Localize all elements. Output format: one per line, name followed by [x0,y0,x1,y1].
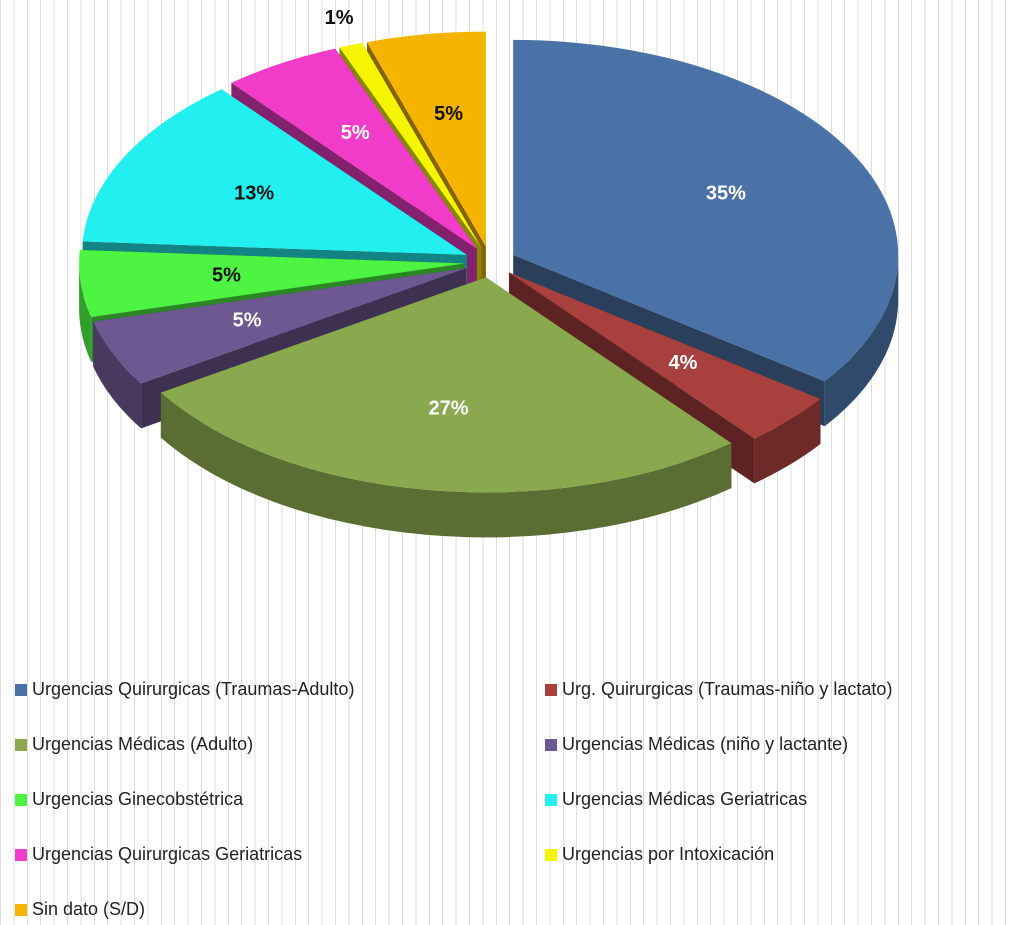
slice-side [160,392,732,538]
legend-label: Urgencias Quirurgicas (Traumas-Adulto) [32,679,354,699]
slice [508,272,821,439]
legend-label: Urgencias Quirurgicas Geriatricas [32,844,302,864]
legend-swatch [545,849,557,861]
data-label: 5% [233,309,262,331]
slice-side [754,399,821,484]
legend-label: Urgencias Médicas (niño y lactante) [562,734,848,754]
legend-label: Urgencias por Intoxicación [562,844,774,864]
slice [79,249,465,317]
slice [513,39,899,382]
legend-swatch [545,684,557,696]
data-label: 35% [706,183,746,205]
legend-swatch [545,794,557,806]
legend-swatch [15,684,27,696]
legend-swatch [15,904,27,916]
legend-label: Sin dato (S/D) [32,899,145,919]
data-label: 5% [212,264,241,286]
slice [366,31,486,247]
data-label: 5% [341,122,370,144]
slice-side [79,263,92,362]
legend-swatch [15,849,27,861]
slice [231,48,477,249]
legend-swatch [15,794,27,806]
slice [160,277,732,493]
data-label: 1% [325,7,354,29]
legend-swatch [15,739,27,751]
legend-label: Urg. Quirurgicas (Traumas-niño y lactato… [562,679,892,699]
data-label: 4% [669,352,698,374]
slice-side [824,254,899,427]
slice-side [93,321,142,429]
slice [339,42,482,248]
data-label: 5% [434,103,463,125]
slice [82,89,467,255]
legend-label: Urgencias Ginecobstétrica [32,789,244,809]
slice [93,268,467,384]
data-label: 13% [234,183,274,205]
legend-label: Urgencias Médicas (Adulto) [32,734,253,754]
data-label: 27% [429,397,469,419]
legend-swatch [545,739,557,751]
legend-label: Urgencias Médicas Geriatricas [562,789,807,809]
